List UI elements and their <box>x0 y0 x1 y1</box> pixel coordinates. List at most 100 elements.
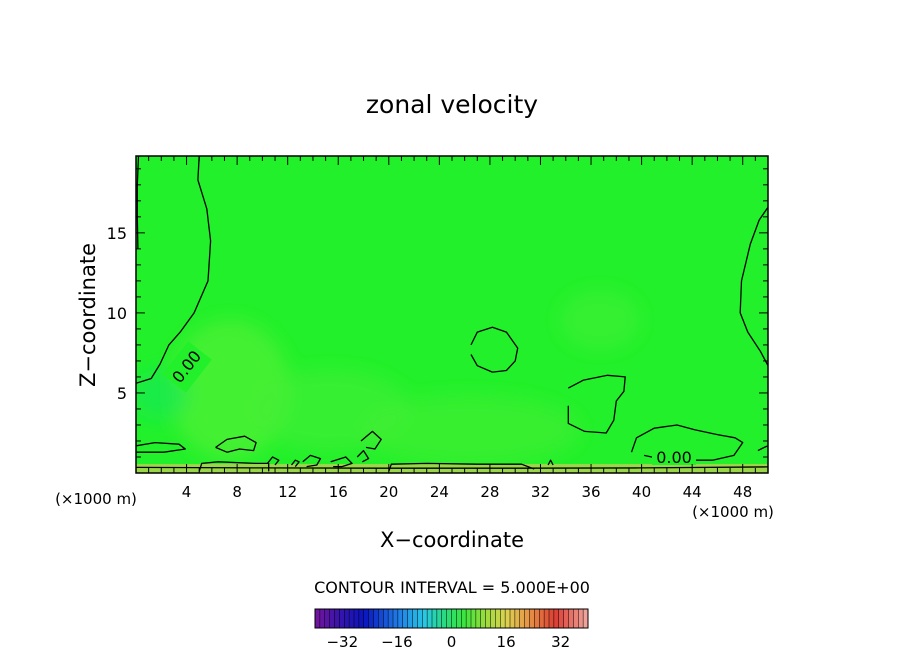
colorbar-cell <box>539 609 545 628</box>
colorbar <box>314 608 589 629</box>
colorbar-frame <box>314 608 589 629</box>
x-tick-label: 48 <box>733 483 752 501</box>
x-tick-label: 8 <box>232 483 242 501</box>
colorbar-cell <box>422 609 428 628</box>
colorbar-cell <box>475 609 482 628</box>
colorbar-cell <box>417 609 423 628</box>
colorbar-cell <box>466 609 472 628</box>
field-patch <box>360 395 580 465</box>
colorbar-cell <box>578 609 584 628</box>
x-tick-label: 32 <box>531 483 550 501</box>
y-tick-label: 15 <box>107 224 127 243</box>
contour-labels: 0.00 0.00 <box>162 341 696 467</box>
colorbar-cell <box>383 609 389 628</box>
colorbar-tick-label: 16 <box>497 633 516 651</box>
colorbar-cell <box>436 609 443 628</box>
colorbar-tick-label: −16 <box>381 633 413 651</box>
colorbar-cell <box>534 609 540 628</box>
colorbar-cell <box>397 609 404 628</box>
contour-left-tongue <box>136 156 212 384</box>
x-tick-label: 20 <box>379 483 398 501</box>
colorbar-cell <box>402 609 408 628</box>
x-tick-label: 12 <box>278 483 297 501</box>
colorbar-cell <box>519 609 525 628</box>
colorbar-tick-label: −32 <box>326 633 358 651</box>
y-tick-labels: 5 10 15 <box>107 224 127 403</box>
colorbar-cell <box>456 609 462 628</box>
contour-bottom-strip <box>198 461 270 472</box>
x-tick-label: 16 <box>329 483 348 501</box>
x-tick-label: 4 <box>182 483 192 501</box>
colorbar-cell <box>354 609 360 628</box>
contour-right-bottom <box>757 445 768 452</box>
x-tick-label: 24 <box>430 483 449 501</box>
contour-interval-caption: CONTOUR INTERVAL = 5.000E+00 <box>314 578 590 597</box>
contour-small-18a <box>356 449 370 463</box>
colorbar-cell <box>451 609 457 628</box>
y-axis-label: Z−coordinate <box>76 243 100 387</box>
colorbar-cell <box>514 609 521 628</box>
colorbar-cell <box>373 609 379 628</box>
colorbar-cell <box>583 609 589 628</box>
y-tick-label: 10 <box>107 304 127 323</box>
colorbar-cell <box>363 609 369 628</box>
contour-blob-8 <box>215 435 257 453</box>
contour-small-12b <box>290 459 300 468</box>
colorbar-cell <box>344 609 350 628</box>
colorbar-cell <box>329 609 335 628</box>
colorbar-cell <box>334 609 340 628</box>
colorbar-cell <box>441 609 447 628</box>
colorbar-cell <box>393 609 399 628</box>
colorbar-cell <box>388 609 394 628</box>
x-axis-label: X−coordinate <box>380 528 524 552</box>
x-tick-labels: 4 8 12 16 20 24 28 32 36 40 44 48 <box>182 483 752 501</box>
x-unit-right: (×1000 m) <box>692 503 774 521</box>
colorbar-cell <box>339 609 345 628</box>
colorbar-cell <box>407 609 413 628</box>
axis-ticks <box>136 156 768 473</box>
colorbar-cell <box>471 609 477 628</box>
x-tick-label: 44 <box>683 483 702 501</box>
contour-small-18b <box>360 430 382 450</box>
colorbar-cell <box>529 609 535 628</box>
contour-small-16 <box>330 456 353 468</box>
colorbar-tick-labels: −32 −16 0 16 32 <box>326 633 570 651</box>
x-tick-label: 40 <box>632 483 651 501</box>
colorbar-cell <box>480 609 486 628</box>
colorbar-cell <box>427 609 433 628</box>
colorbar-cell <box>524 609 530 628</box>
x-tick-label: 36 <box>581 483 600 501</box>
colorbar-cell <box>412 609 418 628</box>
velocity-field <box>136 156 768 473</box>
x-unit-left: (×1000 m) <box>55 490 137 508</box>
colorbar-cell <box>368 609 374 628</box>
contour-small-33 <box>547 459 554 466</box>
colorbar-cell <box>563 609 569 628</box>
colorbar-cell <box>358 609 365 628</box>
colorbar-tick-label: 32 <box>551 633 570 651</box>
colorbar-cell <box>319 609 326 628</box>
field-patch <box>560 290 640 350</box>
colorbar-cell <box>485 609 491 628</box>
colorbar-cell <box>349 609 355 628</box>
contour-small-14 <box>302 454 322 468</box>
colorbar-cell <box>461 609 467 628</box>
colorbar-cell <box>573 609 579 628</box>
contour-small-12 <box>266 456 280 466</box>
colorbar-cell <box>324 609 330 628</box>
colorbar-cell <box>490 609 496 628</box>
contour-blob-36 <box>567 374 626 434</box>
contour-mid-bottom <box>388 462 535 472</box>
contour-label-bottom-right: 0.00 <box>656 448 692 467</box>
contour-left-bottom <box>136 441 186 453</box>
contour-right-lobe <box>739 206 768 367</box>
colorbar-cell <box>558 609 564 628</box>
colorbar-cell <box>315 609 321 628</box>
colorbar-cell <box>446 609 452 628</box>
colorbar-cell <box>378 609 384 628</box>
colorbar-cell <box>432 609 438 628</box>
colorbar-tick-label: 0 <box>447 633 457 651</box>
x-tick-label: 28 <box>480 483 499 501</box>
colorbar-cell <box>549 609 555 628</box>
